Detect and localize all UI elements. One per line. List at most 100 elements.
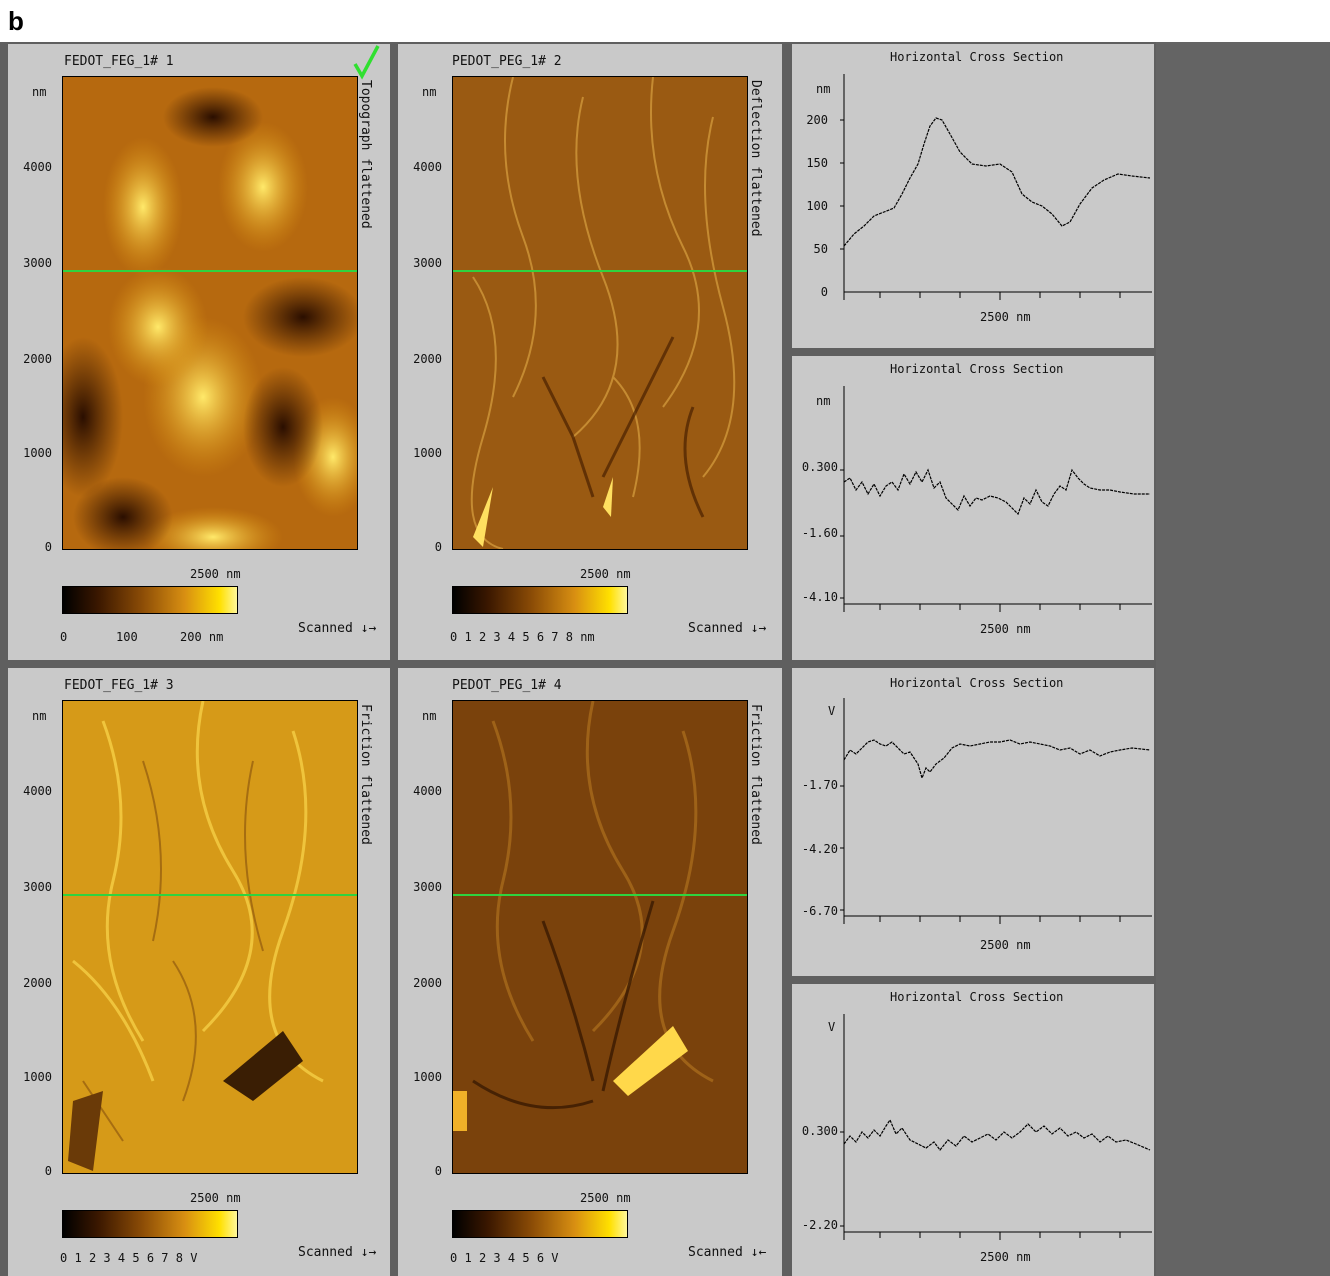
cross-section-panel-3: Horizontal Cross Section V -1.70 -4.20 -… xyxy=(792,668,1154,976)
y-axis-unit: V xyxy=(828,1020,836,1034)
y-tick-label: 200 xyxy=(806,113,828,127)
scan-direction: Scanned ↓→ xyxy=(688,621,767,636)
y-tick-label: 4000 xyxy=(23,160,52,174)
color-scale-bar xyxy=(62,586,238,614)
x-axis-label: 2500 nm xyxy=(980,622,1031,636)
color-scale-tick: 5 xyxy=(522,1251,530,1265)
empty-area xyxy=(1156,42,1330,1276)
scan-direction: Scanned ↓→ xyxy=(298,1245,377,1260)
cross-section-plot[interactable] xyxy=(840,386,1152,626)
y-tick-label: -1.70 xyxy=(801,778,838,792)
figure-label: b xyxy=(8,6,24,36)
y-axis-unit: V xyxy=(828,704,836,718)
y-tick-label: 0.300 xyxy=(801,1124,838,1138)
cross-section-title: Horizontal Cross Section xyxy=(890,50,1064,64)
color-scale-tick: 1 xyxy=(464,1251,472,1265)
color-scale-tick: 7 xyxy=(161,1251,169,1265)
image-title: FEDOT_FEG_1# 3 xyxy=(64,678,174,693)
color-scale-tick: 4 xyxy=(117,1251,126,1265)
cross-section-title: Horizontal Cross Section xyxy=(890,362,1064,376)
y-tick-label: 100 xyxy=(806,199,828,213)
y-tick-label: 1000 xyxy=(23,446,52,460)
y-axis-unit: nm xyxy=(816,394,831,408)
color-scale-tick: 1 xyxy=(74,1251,82,1265)
checkmark-icon[interactable] xyxy=(352,44,380,80)
y-tick-label: 3000 xyxy=(23,256,52,270)
x-axis-label: 2500 nm xyxy=(190,1191,241,1205)
y-tick-label: 2000 xyxy=(413,352,442,366)
y-axis-unit: nm xyxy=(32,709,47,723)
y-axis-unit: nm xyxy=(32,85,47,99)
cross-section-plot[interactable] xyxy=(840,698,1152,938)
cross-section-panel-1: Horizontal Cross Section nm 200 150 100 … xyxy=(792,44,1154,348)
y-tick-label: 4000 xyxy=(413,160,442,174)
y-tick-label: 4000 xyxy=(23,784,52,798)
y-tick-label: 2000 xyxy=(23,976,52,990)
color-scale-ticks: 0 1 2 3 4 5 6 V xyxy=(450,1251,559,1265)
afm-image-friction[interactable] xyxy=(62,700,358,1174)
afm-image-friction-2[interactable] xyxy=(452,700,748,1174)
afm-image-deflection[interactable] xyxy=(452,76,748,550)
cross-section-panel-4: Horizontal Cross Section V 0.300 -2.20 2… xyxy=(792,984,1154,1276)
y-axis-unit: nm xyxy=(816,82,831,96)
scan-line[interactable] xyxy=(63,270,357,272)
color-scale-tick: 200 nm xyxy=(180,630,224,644)
y-tick-label: 3000 xyxy=(23,880,52,894)
cross-section-plot[interactable] xyxy=(840,1014,1152,1254)
color-scale-tick: 3 xyxy=(493,630,501,644)
y-tick-label: 3000 xyxy=(413,880,442,894)
y-axis-unit: nm xyxy=(422,85,437,99)
y-tick-label: 4000 xyxy=(413,784,442,798)
color-scale-tick: 0 xyxy=(60,1251,68,1265)
color-scale-tick: 1 xyxy=(464,630,472,644)
x-axis-label: 2500 nm xyxy=(980,1250,1031,1264)
x-axis-label: 2500 nm xyxy=(190,567,241,581)
y-tick-label: 1000 xyxy=(413,1070,442,1084)
color-scale-tick: 6 V xyxy=(536,1251,559,1265)
image-title: PEDOT_PEG_1# 2 xyxy=(452,54,562,69)
color-scale-ticks: 0 1 2 3 4 5 6 7 8 V xyxy=(60,1251,197,1265)
color-scale-tick: 5 xyxy=(132,1251,140,1265)
x-axis-label: 2500 nm xyxy=(980,938,1031,952)
color-scale-tick: 6 xyxy=(146,1251,155,1265)
y-tick-label: 1000 xyxy=(413,446,442,460)
image-title: FEDOT_FEG_1# 1 xyxy=(64,54,174,69)
y-tick-label: 0 xyxy=(44,540,52,554)
cross-section-plot[interactable] xyxy=(840,74,1152,314)
color-scale-tick: 0 xyxy=(450,1251,458,1265)
y-tick-label: 1000 xyxy=(23,1070,52,1084)
x-axis-label: 2500 nm xyxy=(980,310,1031,324)
afm-image-topography[interactable] xyxy=(62,76,358,550)
channel-title: Friction flattened xyxy=(748,704,763,845)
scan-line[interactable] xyxy=(63,894,357,896)
color-scale-ticks: 0 1 2 3 4 5 6 7 8 nm xyxy=(450,630,595,644)
image-title: PEDOT_PEG_1# 4 xyxy=(452,678,562,693)
image-panel-3: FEDOT_FEG_1# 3 nm Friction flattened 400… xyxy=(8,668,390,1276)
color-scale-tick: 4 xyxy=(507,1251,516,1265)
y-tick-label: 2000 xyxy=(413,976,442,990)
scan-direction: Scanned ↓← xyxy=(688,1245,767,1260)
color-scale-tick: 0 xyxy=(450,630,458,644)
y-tick-label: 0 xyxy=(434,540,442,554)
color-scale-tick: 2 xyxy=(478,1251,487,1265)
scan-line[interactable] xyxy=(453,894,747,896)
y-axis-unit: nm xyxy=(422,709,437,723)
color-scale-tick: 4 xyxy=(507,630,516,644)
image-panel-1: FEDOT_FEG_1# 1 nm Topograph flattened 40… xyxy=(8,44,390,660)
color-scale-tick: 6 xyxy=(536,630,545,644)
color-scale-tick: 100 xyxy=(116,630,138,644)
cross-section-title: Horizontal Cross Section xyxy=(890,990,1064,1004)
image-panel-2: PEDOT_PEG_1# 2 nm Deflection flattened 4… xyxy=(398,44,782,660)
image-panel-4: PEDOT_PEG_1# 4 nm Friction flattened 400… xyxy=(398,668,782,1276)
y-tick-label: -1.60 xyxy=(801,526,838,540)
color-scale-tick: 7 xyxy=(551,630,559,644)
channel-title: Friction flattened xyxy=(358,704,373,845)
y-tick-label: 0 xyxy=(44,1164,52,1178)
y-tick-label: -6.70 xyxy=(801,904,838,918)
y-tick-label: 150 xyxy=(806,156,828,170)
color-scale-tick: 5 xyxy=(522,630,530,644)
channel-title: Topograph flattened xyxy=(358,80,373,229)
color-scale-tick: 0 xyxy=(60,630,68,644)
color-scale-tick: 8 nm xyxy=(565,630,595,644)
scan-line[interactable] xyxy=(453,270,747,272)
